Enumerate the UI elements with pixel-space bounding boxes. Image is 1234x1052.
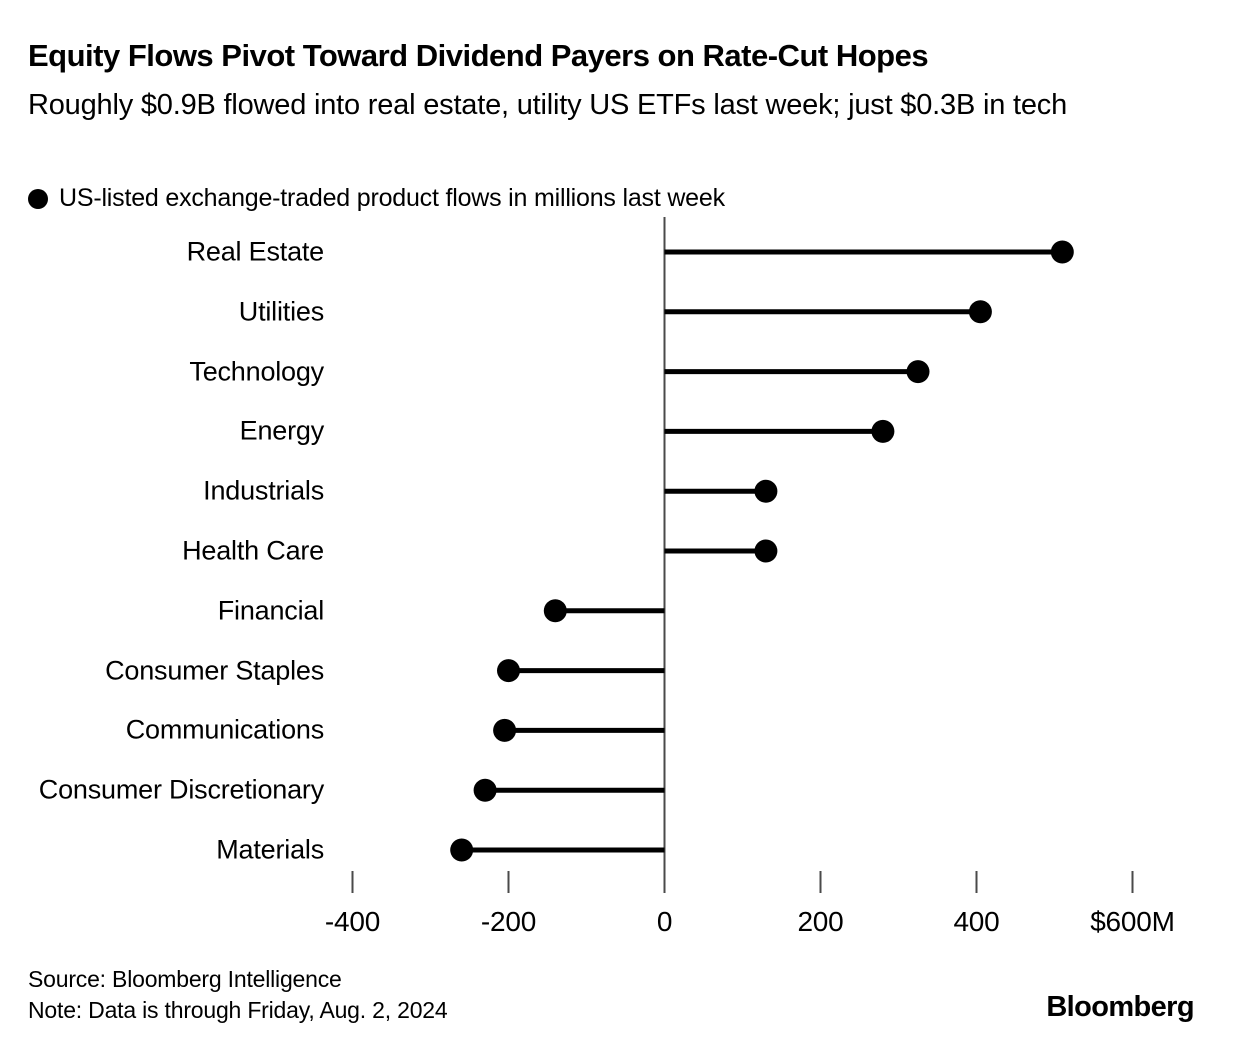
lollipop-dot bbox=[497, 659, 520, 683]
page-subtitle: Roughly $0.9B flowed into real estate, u… bbox=[28, 89, 1067, 121]
axis-tick-label: -400 bbox=[324, 906, 381, 937]
lollipop-dot bbox=[754, 539, 778, 563]
category-label: Energy bbox=[239, 415, 325, 446]
source-text: Source: Bloomberg Intelligence bbox=[28, 966, 342, 992]
lollipop-dot bbox=[968, 300, 992, 324]
axis-tick-label: 200 bbox=[797, 906, 844, 937]
bloomberg-logo: Bloomberg bbox=[1046, 991, 1194, 1023]
note-text: Note: Data is through Friday, Aug. 2, 20… bbox=[28, 997, 448, 1023]
axis-tick-label: 400 bbox=[953, 906, 1000, 937]
lollipop-dot bbox=[871, 419, 895, 443]
category-label: Consumer Staples bbox=[105, 655, 324, 686]
lollipop-dot bbox=[473, 778, 497, 802]
axis-tick-label: $600M bbox=[1090, 906, 1175, 937]
axis-tick-label: -200 bbox=[480, 906, 537, 937]
category-label: Communications bbox=[125, 714, 324, 745]
lollipop-dot bbox=[906, 360, 930, 384]
category-label: Technology bbox=[189, 356, 324, 387]
category-label: Real Estate bbox=[186, 236, 325, 267]
lollipop-dot bbox=[754, 479, 778, 503]
lollipop-dot bbox=[1050, 240, 1074, 264]
chart-canvas bbox=[351, 217, 1134, 893]
lollipop-dot bbox=[543, 599, 567, 623]
legend-label: US-listed exchange-traded product flows … bbox=[59, 184, 725, 212]
category-label: Health Care bbox=[182, 535, 324, 566]
category-label: Financial bbox=[217, 595, 324, 626]
axis-tick-label: 0 bbox=[656, 906, 673, 937]
category-label: Utilities bbox=[238, 296, 324, 327]
lollipop-dot bbox=[450, 838, 474, 862]
legend-dot-icon bbox=[28, 188, 48, 209]
lollipop-dot bbox=[493, 718, 517, 742]
legend: US-listed exchange-traded product flows … bbox=[28, 184, 725, 213]
page-title: Equity Flows Pivot Toward Dividend Payer… bbox=[28, 38, 929, 73]
category-label: Industrials bbox=[203, 475, 324, 506]
category-label: Consumer Discretionary bbox=[38, 774, 324, 805]
chart: -400 -200 0 200 400 $600M Real Estate Utilities… bbox=[0, 200, 1234, 960]
category-label: Materials bbox=[216, 834, 324, 865]
